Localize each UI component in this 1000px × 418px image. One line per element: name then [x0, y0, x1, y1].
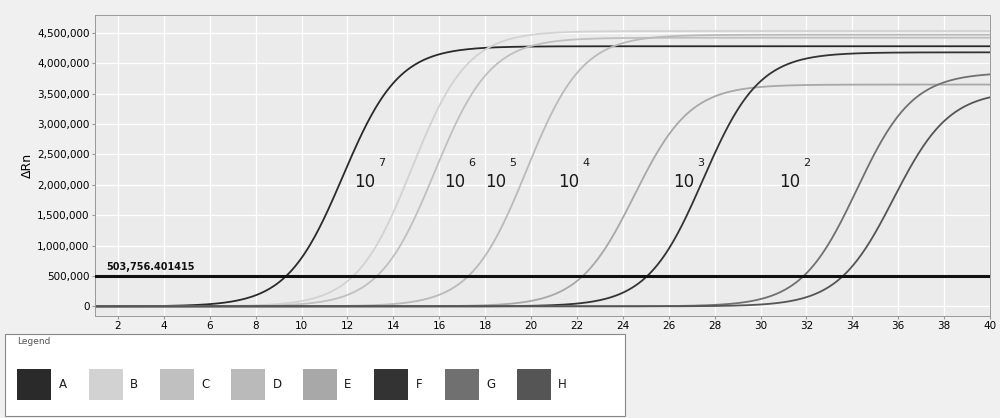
Text: 10: 10	[779, 173, 800, 191]
Text: 10: 10	[354, 173, 375, 191]
Bar	[516, 370, 551, 400]
Bar	[231, 370, 265, 400]
Bar	[374, 370, 408, 400]
X-axis label: Cycle: Cycle	[525, 337, 560, 350]
Text: H: H	[558, 378, 567, 391]
Bar	[445, 370, 479, 400]
Bar	[89, 370, 123, 400]
Bar	[160, 370, 194, 400]
Text: 10: 10	[485, 173, 506, 191]
Text: 7: 7	[378, 158, 386, 168]
Text: 2: 2	[803, 158, 810, 168]
Text: 10: 10	[559, 173, 580, 191]
Text: 10: 10	[444, 173, 465, 191]
Text: 10: 10	[673, 173, 694, 191]
Bar	[17, 370, 52, 400]
Text: 6: 6	[468, 158, 475, 168]
Bar	[303, 370, 337, 400]
Text: B: B	[130, 378, 138, 391]
Text: E: E	[344, 378, 352, 391]
FancyBboxPatch shape	[5, 334, 625, 416]
Text: 503,756.401415: 503,756.401415	[106, 263, 195, 273]
Text: F: F	[415, 378, 422, 391]
Text: 3: 3	[697, 158, 704, 168]
Text: Legend: Legend	[17, 337, 51, 346]
Text: C: C	[202, 378, 210, 391]
Y-axis label: ΔRn: ΔRn	[21, 153, 34, 178]
Text: G: G	[487, 378, 496, 391]
Text: A: A	[59, 378, 67, 391]
Text: D: D	[273, 378, 282, 391]
Text: 5: 5	[509, 158, 516, 168]
Text: 4: 4	[583, 158, 590, 168]
